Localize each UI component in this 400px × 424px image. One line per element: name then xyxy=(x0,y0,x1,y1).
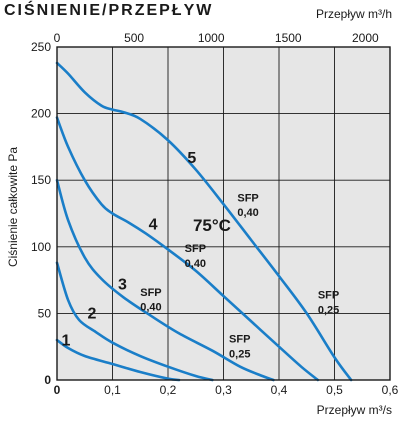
sfp-annotation-value: 0,40 xyxy=(185,258,206,270)
series-line-3 xyxy=(55,178,275,382)
x-tick-label: 0,3 xyxy=(215,383,232,397)
secondary-x-axis-label: Przepływ m³/h xyxy=(316,7,392,21)
sfp-annotation-label: SFP xyxy=(229,334,250,346)
y-axis-label: Ciśnienie całkowite Pa xyxy=(6,147,20,267)
x-tick-label: 0,1 xyxy=(104,383,121,397)
x2-tick-label: 1500 xyxy=(275,31,302,45)
plot-border xyxy=(56,46,391,381)
y-tick-label: 150 xyxy=(31,173,51,187)
secondary-x-axis-label-text: Przepływ m³/h xyxy=(316,7,392,21)
curve-labels: 1 2 3 4 5 xyxy=(61,150,196,349)
y-tick-label: 0 xyxy=(44,373,51,387)
sfp-annotation-value: 0,40 xyxy=(140,302,161,314)
series-line-5 xyxy=(55,61,353,382)
sfp-annotation-label: SFP xyxy=(318,290,339,302)
sfp-annotation-label: SFP xyxy=(185,243,206,255)
curve-label: 1 xyxy=(61,332,70,349)
sfp-annotation-value: 0,40 xyxy=(237,207,258,219)
y-tick-label: 200 xyxy=(31,107,51,121)
x2-tick-label: 500 xyxy=(124,31,144,45)
x-tick-label: 0 xyxy=(54,383,61,397)
y-tick-label: 100 xyxy=(31,240,51,254)
data-series xyxy=(55,61,353,382)
curve-label: 4 xyxy=(149,216,158,233)
y-tick-label: 250 xyxy=(31,40,51,54)
x-tick-label: 0,4 xyxy=(271,383,288,397)
sfp-annotation-value: 0,25 xyxy=(318,304,339,316)
x-tick-label: 0,6 xyxy=(382,383,399,397)
chart-title: CIŚNIENIE/PRZEPŁYW xyxy=(4,0,213,19)
series-line-1 xyxy=(55,338,181,382)
curve-label: 2 xyxy=(88,306,97,323)
x2-tick-label: 0 xyxy=(54,31,61,45)
x2-tick-label: 1000 xyxy=(198,31,225,45)
x-axis-label: Przepływ m³/s xyxy=(317,403,392,417)
x2-tick-label: 2000 xyxy=(352,31,379,45)
sfp-annotation-label: SFP xyxy=(237,193,258,205)
x-axis-ticks: 0 0,1 0,2 0,3 0,4 0,5 0,6 xyxy=(54,383,399,397)
curve-label: 3 xyxy=(118,276,127,293)
series-line-4 xyxy=(55,116,320,382)
secondary-x-axis-ticks: 0 500 1000 1500 2000 xyxy=(54,31,379,45)
x-tick-label: 0,5 xyxy=(326,383,343,397)
temperature-label: 75°C xyxy=(193,216,231,235)
y-tick-label: 50 xyxy=(38,306,52,320)
y-axis-ticks: 0 50 100 150 200 250 xyxy=(31,40,51,387)
series-line-2 xyxy=(55,261,214,382)
sfp-annotation-label: SFP xyxy=(140,287,161,299)
x-tick-label: 0,2 xyxy=(160,383,177,397)
sfp-annotation-value: 0,25 xyxy=(229,348,250,360)
curve-label: 5 xyxy=(187,150,196,167)
sfp-annotations: SFP 0,40 SFP 0,40 SFP 0,40 SFP 0,25 SFP 0,25 xyxy=(140,193,339,361)
